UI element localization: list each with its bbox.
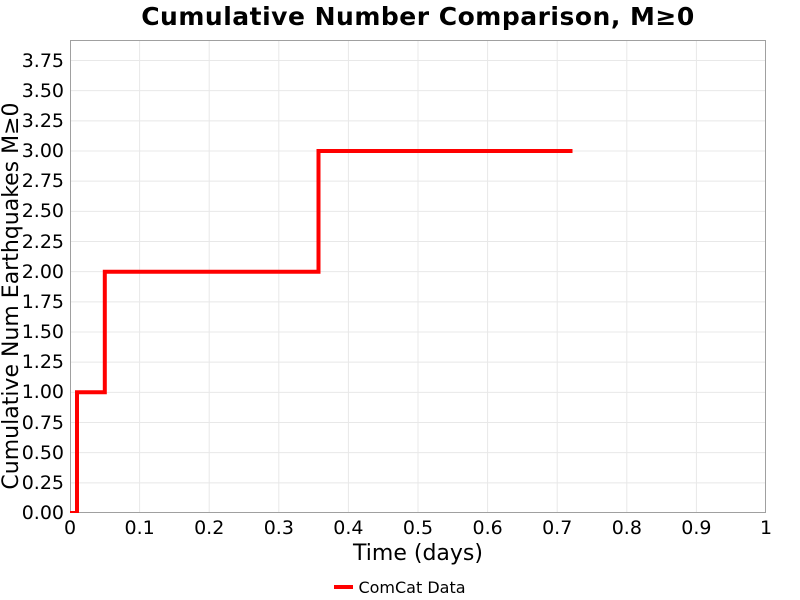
y-tick-label: 2.75 [21, 170, 64, 193]
x-tick-label: 1 [759, 517, 773, 539]
x-tick-label: 0.5 [402, 517, 434, 539]
legend-label: ComCat Data [358, 577, 466, 597]
y-tick-label: 0.50 [21, 441, 64, 464]
y-tick-label: 3.50 [21, 79, 64, 102]
x-tick-label: 0.8 [611, 517, 642, 539]
y-tick-label: 0.00 [21, 502, 64, 524]
x-tick-label: 0.9 [681, 517, 712, 539]
y-tick-label: 2.50 [21, 200, 64, 223]
legend: ComCat Data [0, 576, 800, 598]
plot-frame [70, 40, 766, 513]
y-tick-label: 1.00 [21, 381, 64, 404]
y-tick-label: 1.75 [21, 290, 64, 313]
x-tick-label: 0.1 [124, 517, 155, 539]
x-tick-label: 0 [63, 517, 77, 539]
plot-area [70, 40, 766, 513]
y-tick-label: 3.75 [21, 49, 64, 72]
y-tick-label: 0.25 [21, 471, 64, 494]
x-axis-label: Time (days) [353, 541, 483, 566]
x-tick-label: 0.4 [333, 517, 364, 539]
x-tick-label: 0.7 [542, 517, 573, 539]
legend-line-swatch [334, 585, 354, 589]
chart-title: Cumulative Number Comparison, M≥0 [141, 2, 695, 31]
y-tick-label: 3.25 [21, 109, 64, 132]
y-tick-label: 2.00 [21, 260, 64, 283]
x-tick-label: 0.3 [263, 517, 294, 539]
y-tick-label: 1.25 [21, 351, 64, 374]
y-tick-label: 0.75 [21, 411, 64, 434]
y-tick-label: 1.50 [21, 321, 64, 343]
x-tick-label: 0.2 [194, 517, 225, 539]
series-line-comcat [70, 149, 573, 513]
x-tick-label: 0.6 [472, 517, 503, 539]
y-tick-label: 3.00 [21, 140, 64, 162]
y-tick-label: 2.25 [21, 230, 64, 253]
